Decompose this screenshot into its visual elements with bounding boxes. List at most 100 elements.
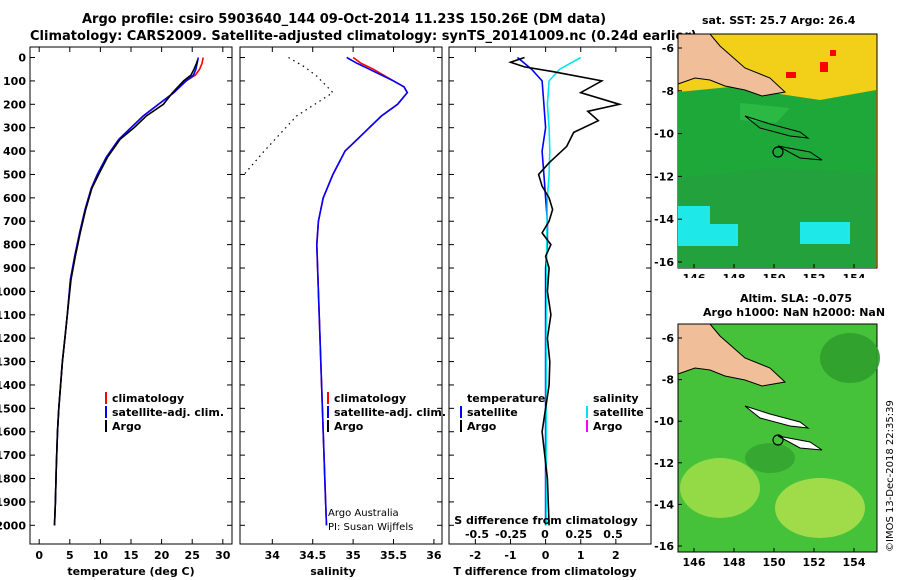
sst-hot-spot [786, 72, 796, 78]
depth-tick-label: 900 [3, 262, 26, 275]
depth-tick-label: 1200 [0, 332, 26, 345]
map-ytick-label: -14 [654, 498, 674, 511]
difference-series-satellite-s [545, 56, 582, 526]
difference-xtick-label: 2 [612, 549, 620, 562]
temperature-panel-frame [29, 46, 233, 545]
salinity-xtick-label: 35 [345, 549, 360, 562]
x-tick-layer: 0 5 10 15 20 25 30 34 34.5 35 35.5 36 -2 -1 0 1 2 -0.5 -0.… [35, 47, 623, 562]
temperature-xtick-label: 0 [35, 549, 43, 562]
sst-map-title: sat. SST: 25.7 Argo: 26.4 [702, 14, 856, 27]
depth-tick-label: 1600 [0, 426, 26, 439]
sst-map-axes: 146 148 150 152 154 -6 -8 -10 -12 -14 -16 [654, 42, 866, 278]
legend-s-title: salinity [593, 392, 639, 405]
sst-cyan-patch [678, 206, 710, 246]
depth-tick-label: 1300 [0, 356, 26, 369]
s-difference-tick-label: 0 [541, 528, 549, 541]
island-outline [744, 405, 810, 429]
map-xtick-label: 154 [843, 556, 866, 569]
depth-tick-label: 200 [3, 98, 26, 111]
depth-tick-label: 1900 [0, 496, 26, 509]
temperature-xtick-label: 5 [66, 549, 74, 562]
figure-title-line1: Argo profile: csiro 5903640_144 09-Oct-2… [82, 12, 607, 27]
legend-argo: Argo [334, 420, 364, 433]
depth-tick-label: 600 [3, 192, 26, 205]
legend-t-satellite: satellite [467, 406, 518, 419]
difference-xtick-label: 1 [577, 549, 585, 562]
map-xtick-label: 152 [803, 556, 826, 569]
salinity-series-satellite-adj-clim- [315, 56, 409, 526]
temperature-xtick-label: 25 [185, 549, 200, 562]
credit-argo-australia: Argo Australia [328, 508, 399, 519]
s-difference-tick-label: -0.25 [495, 528, 527, 541]
s-difference-xlabel: S difference from climatology [454, 514, 638, 527]
depth-tick-label: 400 [3, 145, 26, 158]
salinity-series-argo [243, 56, 334, 175]
map-xtick-label: 154 [843, 272, 866, 278]
map-ytick-label: -6 [662, 332, 675, 345]
depth-tick-label: 300 [3, 122, 26, 135]
salinity-series-climatology [315, 56, 409, 526]
sst-map: 146 148 150 152 154 -6 -8 -10 -12 -14 -16 [654, 33, 878, 278]
sla-map: 146 148 150 152 154 -6 -8 -10 -12 -14 -16 [654, 323, 880, 569]
sla-low-anomaly [745, 443, 795, 473]
depth-axis: 0 100 200 300 400 500 600 700 800 900 1000 1100 1200… [0, 52, 651, 532]
salinity-legend: climatology satellite-adj. clim. Argo [327, 392, 446, 433]
temperature-xlabel: temperature (deg C) [67, 565, 194, 578]
imos-credit: ©IMOS 13-Dec-2018 22:35:39 [885, 400, 896, 552]
depth-tick-label: 1500 [0, 402, 26, 415]
depth-tick-label: 1800 [0, 473, 26, 486]
map-xtick-label: 152 [803, 272, 826, 278]
legend-argo: Argo [112, 420, 142, 433]
salinity-xtick-label: 36 [426, 549, 442, 562]
depth-tick-label: 1100 [0, 309, 26, 322]
t-difference-xlabel: T difference from climatology [453, 565, 636, 578]
difference-xtick-label: 0 [542, 549, 550, 562]
difference-xtick-label: -1 [504, 549, 516, 562]
map-xtick-label: 146 [683, 556, 706, 569]
island-outline [777, 145, 823, 161]
island-outline [744, 115, 810, 139]
difference-xtick-label: -2 [469, 549, 481, 562]
map-ytick-label: -16 [654, 540, 674, 553]
map-ytick-label: -16 [654, 256, 674, 269]
temperature-xtick-label: 10 [93, 549, 109, 562]
salinity-xtick-label: 34.5 [299, 549, 326, 562]
map-ytick-label: -8 [662, 374, 674, 387]
map-xtick-label: 148 [723, 556, 746, 569]
map-ytick-label: -6 [662, 42, 675, 55]
map-ytick-label: -10 [654, 128, 674, 141]
credit-pi: PI: Susan Wijffels [328, 522, 413, 533]
legend-s-argo: Argo [593, 420, 623, 433]
depth-tick-label: 800 [3, 239, 26, 252]
depth-tick-label: 1700 [0, 449, 26, 462]
sla-map-axes: 146 148 150 152 154 -6 -8 -10 -12 -14 -16 [654, 332, 866, 569]
sst-cyan-patch [800, 222, 850, 244]
map-ytick-label: -10 [654, 415, 674, 428]
map-ytick-label: -12 [654, 457, 674, 470]
difference-panel-frame [448, 46, 652, 545]
temperature-xtick-label: 20 [154, 549, 170, 562]
sla-map-title2: Argo h1000: NaN h2000: NaN [703, 306, 886, 319]
map-ytick-label: -8 [662, 85, 674, 98]
depth-tick-label: 1000 [0, 285, 26, 298]
map-xtick-label: 148 [723, 272, 746, 278]
map-ytick-label: -12 [654, 170, 674, 183]
salinity-xtick-label: 35.5 [380, 549, 407, 562]
difference-series-argo-t [507, 56, 623, 526]
depth-tick-label: 2000 [0, 519, 26, 532]
temperature-xtick-label: 30 [215, 549, 231, 562]
sla-high-anomaly [775, 478, 865, 538]
difference-series-satellite-t [516, 56, 549, 526]
island-outline [777, 435, 823, 451]
temperature-xtick-label: 15 [123, 549, 138, 562]
argo-location-marker [772, 146, 784, 158]
legend-climatology: climatology [334, 392, 406, 405]
new-guinea-land [677, 323, 787, 387]
depth-tick-label: 1400 [0, 379, 26, 392]
sst-cyan-patch [710, 224, 738, 246]
depth-tick-label: 100 [3, 75, 26, 88]
legend-satellite: satellite-adj. clim. [334, 406, 446, 419]
figure-title-line2: Climatology: CARS2009. Satellite-adjuste… [30, 29, 697, 44]
